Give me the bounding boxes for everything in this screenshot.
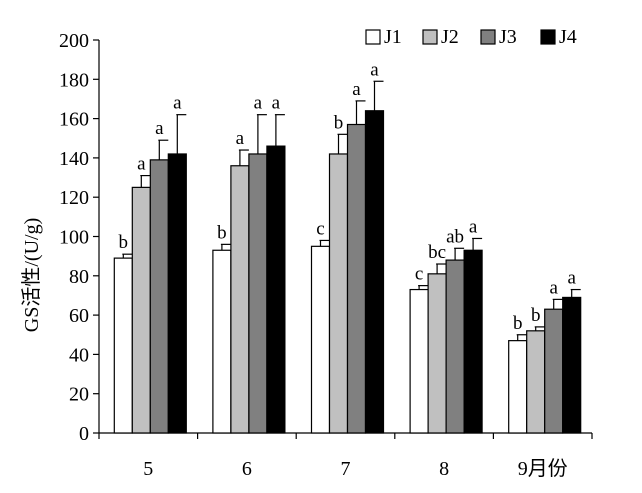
y-tick-label: 20 <box>69 384 89 406</box>
bar-j4-0 <box>167 153 187 434</box>
bar-j1-1 <box>212 249 232 434</box>
x-category-label: 7 <box>341 458 351 480</box>
significance-label: c <box>415 264 423 285</box>
y-tick-label: 160 <box>59 109 89 131</box>
y-tick-label: 60 <box>69 305 89 327</box>
significance-label: a <box>173 93 182 114</box>
significance-label: bc <box>428 242 446 263</box>
legend-label-j3: J3 <box>499 26 517 48</box>
bar-j3-0 <box>149 159 169 434</box>
y-tick-label: 100 <box>59 227 89 249</box>
bar-j2-0 <box>131 186 151 434</box>
bar-j3-2 <box>346 123 367 434</box>
y-tick-label: 0 <box>79 423 89 445</box>
significance-label: a <box>236 128 245 149</box>
legend-swatch-j2 <box>422 29 438 45</box>
y-tick-label: 200 <box>59 30 89 52</box>
legend-swatch-j1 <box>365 29 381 45</box>
bar-j4-4 <box>562 296 582 434</box>
y-tick-label: 180 <box>59 69 89 91</box>
bar-j3-3 <box>445 259 465 434</box>
significance-label: ab <box>446 226 464 247</box>
significance-label: b <box>531 305 541 326</box>
significance-label: a <box>352 79 361 100</box>
bar-j4-3 <box>463 249 483 434</box>
bar-j1-0 <box>113 257 133 434</box>
y-tick-label: 140 <box>59 148 89 170</box>
significance-label: a <box>370 59 379 80</box>
significance-label: b <box>334 112 344 133</box>
significance-label: a <box>272 93 281 114</box>
x-category-label: 6 <box>242 458 252 480</box>
bar-j1-2 <box>310 245 331 434</box>
x-category-label: 5 <box>143 458 153 480</box>
x-category-label: 9月份 <box>518 457 568 480</box>
significance-label: b <box>513 313 523 334</box>
x-category-label: 8 <box>439 458 449 480</box>
legend: J1 J2 J3 J4 <box>365 26 577 48</box>
significance-label: a <box>549 277 558 298</box>
y-tick-label: 120 <box>59 187 89 209</box>
bar-j4-1 <box>266 145 286 434</box>
bar-j3-1 <box>248 153 268 434</box>
significance-label: a <box>155 118 164 139</box>
bar-j2-4 <box>526 330 546 434</box>
bar-j2-2 <box>328 153 349 434</box>
significance-label: a <box>469 216 478 237</box>
axes: 0 20 40 60 80 100 120 140 160 180 200 5 6 7 8 9月份 <box>59 30 593 480</box>
significance-label: a <box>137 154 146 175</box>
significance-label: b <box>217 222 227 243</box>
significance-label: b <box>119 232 129 253</box>
y-axis-title: GS活性/(U/g) <box>20 218 43 332</box>
legend-label-j1: J1 <box>384 26 402 48</box>
legend-label-j4: J4 <box>559 26 577 48</box>
bar-j1-3 <box>409 288 429 434</box>
bar-j2-3 <box>427 273 447 434</box>
legend-swatch-j4 <box>540 29 556 45</box>
significance-label: a <box>254 93 263 114</box>
legend-swatch-j3 <box>480 29 496 45</box>
significance-label: c <box>316 218 324 239</box>
bar-j1-4 <box>508 340 528 434</box>
y-tick-label: 40 <box>69 344 89 366</box>
bar-j3-4 <box>544 308 564 434</box>
y-tick-label: 80 <box>69 266 89 288</box>
significance-label: a <box>567 268 576 289</box>
bar-j2-1 <box>230 165 250 434</box>
bar-j4-2 <box>364 110 385 434</box>
legend-label-j2: J2 <box>441 26 459 48</box>
